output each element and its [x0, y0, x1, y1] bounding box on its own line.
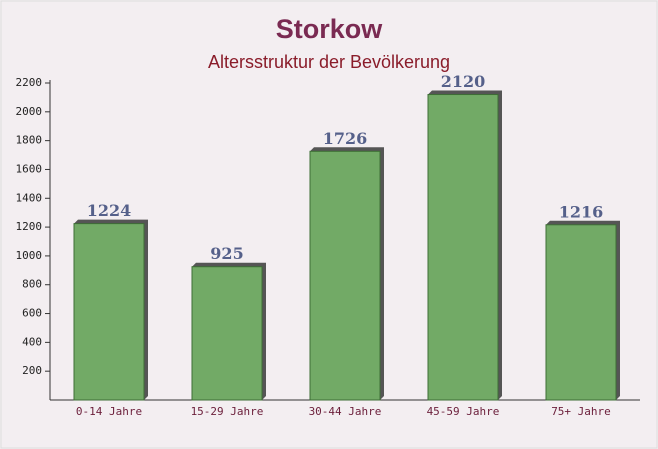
- value-label: 1726: [323, 129, 368, 148]
- y-tick-label: 400: [22, 335, 42, 348]
- y-tick-label: 1400: [16, 191, 43, 204]
- y-tick-label: 1200: [16, 220, 43, 233]
- y-tick-label: 2200: [16, 76, 43, 89]
- y-tick-label: 200: [22, 364, 42, 377]
- x-tick-label: 75+ Jahre: [551, 405, 611, 418]
- value-label: 2120: [441, 72, 486, 91]
- x-tick-label: 30-44 Jahre: [309, 405, 382, 418]
- bar: [191, 266, 263, 401]
- value-label: 1224: [87, 201, 132, 220]
- chart-subtitle: Altersstruktur der Bevölkerung: [208, 52, 450, 72]
- y-tick-label: 800: [22, 278, 42, 291]
- y-tick-label: 2000: [16, 105, 43, 118]
- x-tick-label: 15-29 Jahre: [191, 405, 264, 418]
- y-tick-label: 600: [22, 307, 42, 320]
- bar: [545, 224, 617, 401]
- x-tick-label: 45-59 Jahre: [427, 405, 500, 418]
- chart-title: Storkow: [276, 14, 384, 44]
- y-tick-label: 1000: [16, 249, 43, 262]
- bar: [427, 94, 499, 401]
- y-tick-label: 1800: [16, 134, 43, 147]
- bar: [309, 150, 381, 401]
- y-tick-label: 1600: [16, 162, 43, 175]
- bar: [73, 223, 145, 401]
- value-label: 925: [210, 244, 243, 263]
- x-tick-label: 0-14 Jahre: [76, 405, 142, 418]
- value-label: 1216: [559, 202, 604, 221]
